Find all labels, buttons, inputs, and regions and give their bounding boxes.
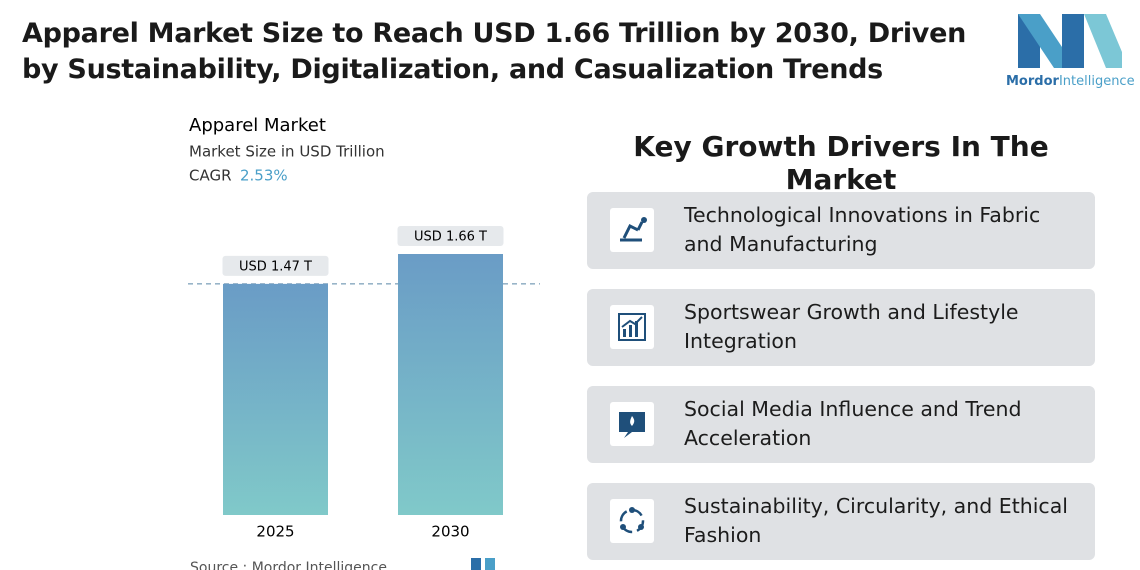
driver-text: Technological Innovations in Fabric and … (684, 203, 1041, 256)
icon-graphic (619, 412, 645, 438)
value-label: USD 1.66 T (414, 230, 487, 245)
driver-text: Sustainability, Circularity, and Ethical… (684, 494, 1068, 547)
driver-icon (610, 208, 654, 252)
value-label-box (222, 255, 329, 276)
driver-card: Social Media Influence and Trend Acceler… (587, 386, 1095, 463)
logo-text: MordorIntelligence (1006, 74, 1135, 89)
x-tick-label: 2030 (431, 523, 469, 541)
bar (398, 254, 503, 515)
logo-brand: Mordor (1006, 74, 1059, 89)
value-label-box (397, 226, 504, 246)
driver-icon (610, 402, 654, 446)
driver-card: Sportswear Growth and Lifestyle Integrat… (587, 289, 1095, 366)
source-logo (471, 558, 495, 570)
chart-subtitle: Market Size in USD Trillion (189, 143, 385, 161)
source: Source : Mordor Intelligence (190, 560, 387, 570)
driver-icon (610, 499, 654, 543)
cagr-label: CAGR (189, 167, 232, 185)
icon-graphic (618, 313, 646, 341)
driver-card: Technological Innovations in Fabric and … (587, 192, 1095, 269)
drivers-heading: Key Growth Drivers In The Market (633, 130, 1049, 196)
page-title: Apparel Market Size to Reach USD 1.66 Tr… (22, 18, 967, 85)
chart-title: Apparel Market (189, 115, 326, 136)
logo: MordorIntelligence (1006, 12, 1136, 89)
x-tick-label: 2025 (256, 523, 294, 541)
cagr-value: 2.53% (240, 167, 288, 185)
logo-suffix: Intelligence (1058, 74, 1135, 89)
driver-icon (610, 305, 654, 349)
driver-text: Sportswear Growth and Lifestyle Integrat… (684, 300, 1019, 353)
driver-text: Social Media Influence and Trend Acceler… (684, 397, 1022, 450)
bar (223, 283, 328, 515)
icon-graphic (619, 507, 645, 534)
value-label: USD 1.47 T (239, 259, 312, 274)
logo-mark (1018, 14, 1122, 68)
icon-graphic (620, 217, 647, 242)
driver-card: Sustainability, Circularity, and Ethical… (587, 483, 1095, 560)
chart: Apparel Market Market Size in USD Trilli… (188, 115, 540, 570)
